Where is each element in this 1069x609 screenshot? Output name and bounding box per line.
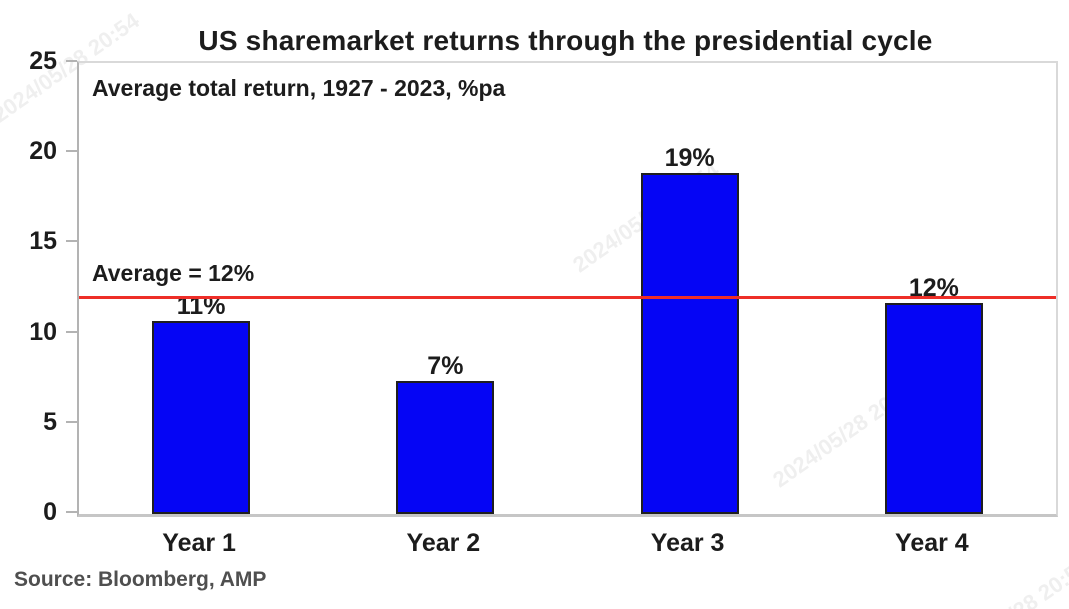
y-tick-mark xyxy=(66,240,77,243)
source-credit: Source: Bloomberg, AMP xyxy=(14,568,267,591)
y-tick-label: 0 xyxy=(43,498,57,526)
y-tick-label: 20 xyxy=(29,137,57,166)
bar-value-label: 7% xyxy=(427,352,464,380)
y-tick-mark xyxy=(66,330,77,333)
bar-year-2 xyxy=(396,381,495,514)
y-tick-mark xyxy=(66,150,77,153)
y-tick-label: 15 xyxy=(29,227,57,256)
y-tick-label: 5 xyxy=(43,407,57,436)
bar-year-1 xyxy=(152,321,251,514)
bar-value-label: 19% xyxy=(664,144,715,172)
x-tick-label: Year 2 xyxy=(406,529,481,557)
y-tick-label: 10 xyxy=(29,317,57,346)
average-line-label: Average = 12% xyxy=(92,259,255,286)
y-tick-mark xyxy=(66,511,77,513)
bar-year-4 xyxy=(884,303,983,514)
x-tick-label: Year 1 xyxy=(162,529,236,557)
y-tick-label: 25 xyxy=(29,47,57,75)
average-line xyxy=(79,296,1056,300)
plot-area: Average total return, 1927 - 2023, %pa 1… xyxy=(77,61,1058,517)
bar-year-3 xyxy=(640,173,739,514)
timestamp-watermark: 2024/05/28 20:54 xyxy=(938,553,1069,609)
x-tick-label: Year 4 xyxy=(895,529,969,557)
chart-subtitle: Average total return, 1927 - 2023, %pa xyxy=(92,75,506,101)
y-tick-mark xyxy=(66,420,77,423)
y-tick-mark xyxy=(66,60,77,62)
chart-title: US sharemarket returns through the presi… xyxy=(198,25,933,56)
x-tick-label: Year 3 xyxy=(650,529,725,557)
